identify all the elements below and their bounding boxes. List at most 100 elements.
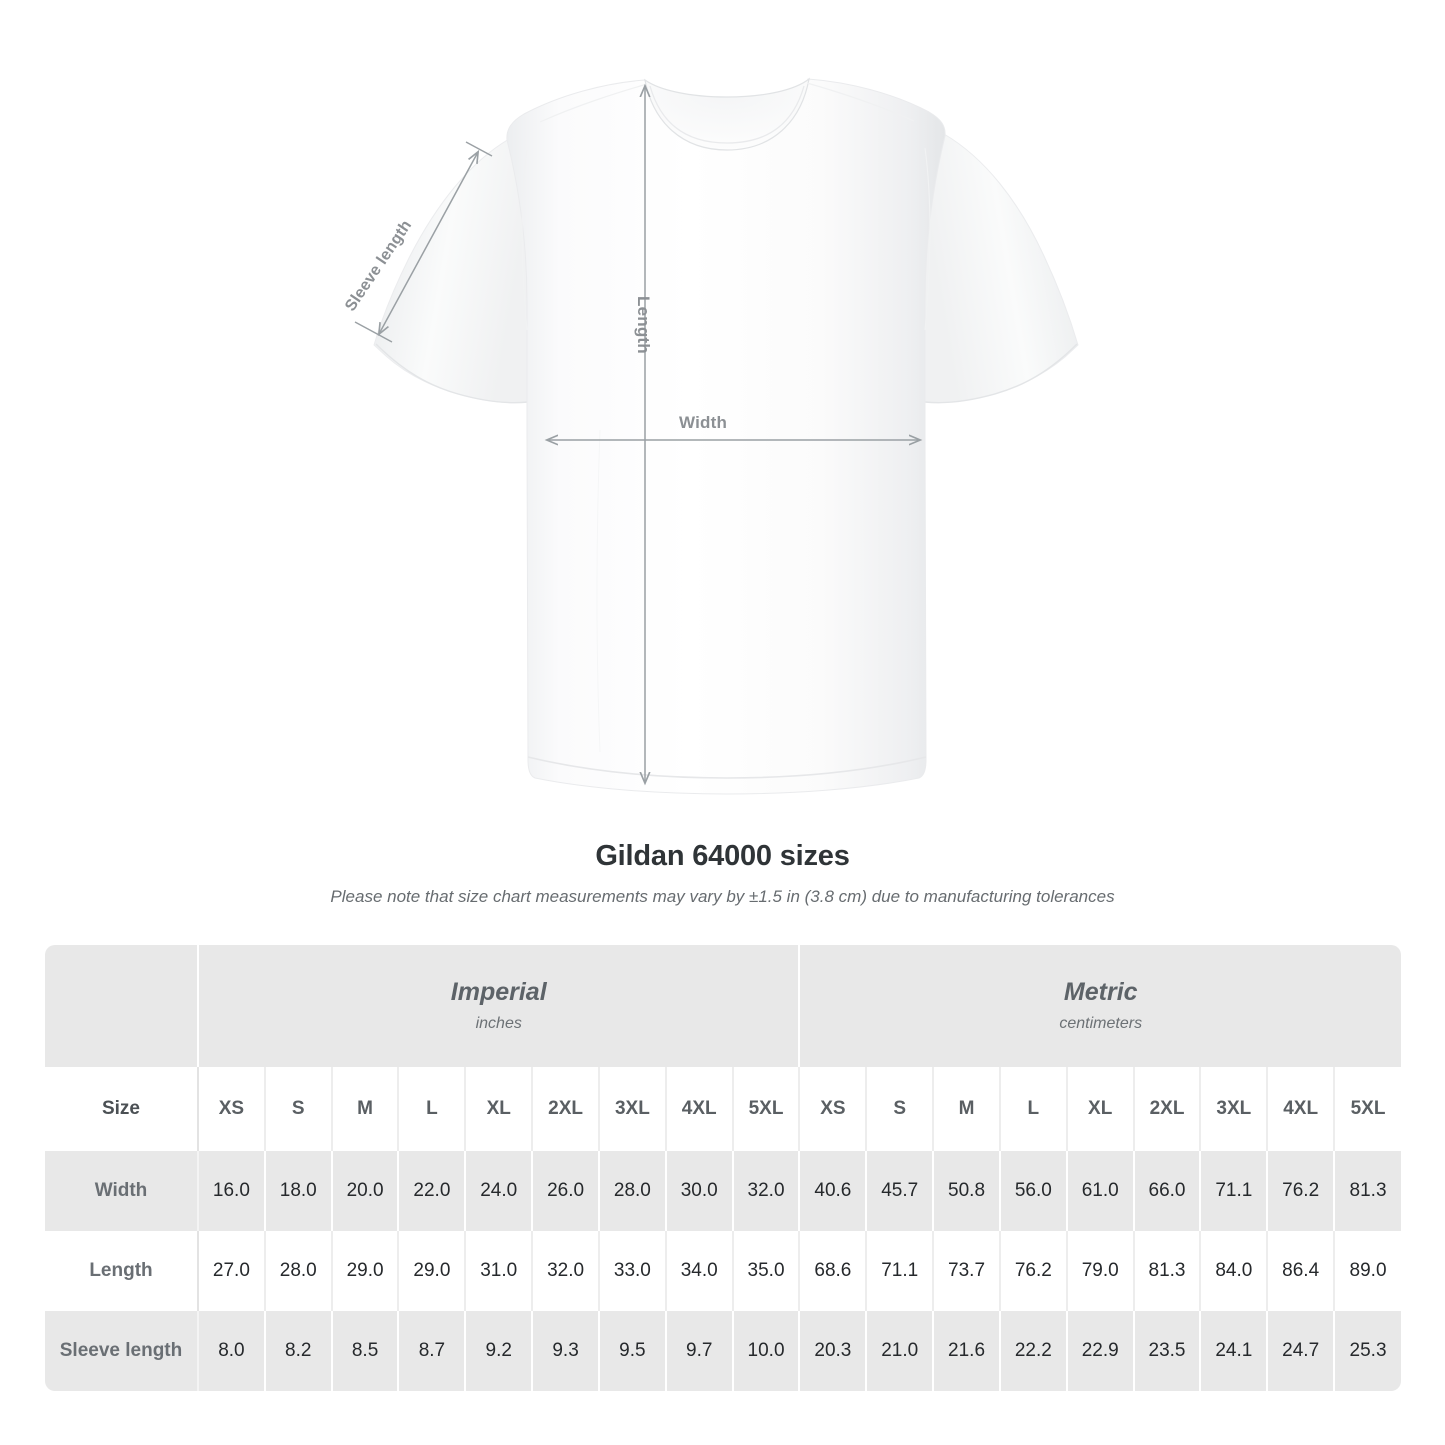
size-header-m-metric: M — [933, 1067, 1001, 1151]
cell-sleeve-length-5xl-metric: 25.3 — [1334, 1311, 1401, 1391]
size-header-s-imperial: S — [264, 1067, 333, 1151]
size-header-xs-metric: XS — [799, 1067, 868, 1151]
left-armhole-seam — [521, 149, 528, 331]
left-shoulder-seam — [539, 83, 648, 123]
cell-sleeve-length-xs-metric: 20.3 — [799, 1311, 868, 1391]
cell-width-xs-imperial: 16.0 — [198, 1151, 266, 1231]
cell-width-l-imperial: 22.0 — [398, 1151, 467, 1231]
size-table-container: Imperial inches Metric centimeters Size XS S M L… — [45, 945, 1401, 1391]
cell-sleeve-length-m-metric: 21.6 — [933, 1311, 1001, 1391]
right-shoulder-seam — [806, 82, 915, 122]
cell-length-xl-metric: 79.0 — [1066, 1231, 1135, 1311]
unit-banner-row: Imperial inches Metric centimeters — [45, 945, 1401, 1067]
cell-width-xs-metric: 40.6 — [799, 1151, 868, 1231]
cell-sleeve-length-2xl-metric: 23.5 — [1133, 1311, 1202, 1391]
size-header-5xl-imperial: 5XL — [732, 1067, 801, 1151]
size-header-3xl-metric: 3XL — [1200, 1067, 1269, 1151]
cell-width-4xl-imperial: 30.0 — [665, 1151, 734, 1231]
cell-length-3xl-imperial: 33.0 — [598, 1231, 667, 1311]
cell-width-l-metric: 56.0 — [999, 1151, 1068, 1231]
bottom-hem — [527, 756, 927, 779]
cell-sleeve-length-l-imperial: 8.7 — [398, 1311, 467, 1391]
cell-length-xs-imperial: 27.0 — [198, 1231, 266, 1311]
cell-width-xl-metric: 61.0 — [1066, 1151, 1135, 1231]
size-header-xl-metric: XL — [1066, 1067, 1135, 1151]
size-header-3xl-imperial: 3XL — [598, 1067, 667, 1151]
size-header-l-imperial: L — [398, 1067, 467, 1151]
cell-width-5xl-imperial: 32.0 — [732, 1151, 801, 1231]
sleeve-tick-top — [465, 141, 493, 157]
cell-width-3xl-metric: 71.1 — [1200, 1151, 1269, 1231]
cell-sleeve-length-3xl-metric: 24.1 — [1200, 1311, 1269, 1391]
size-header-5xl-metric: 5XL — [1334, 1067, 1401, 1151]
cell-length-2xl-metric: 81.3 — [1133, 1231, 1202, 1311]
table-row: Width 16.0 18.0 20.0 22.0 24.0 26.0 28.0 30.0 32.… — [45, 1151, 1401, 1231]
cell-sleeve-length-s-metric: 21.0 — [866, 1311, 935, 1391]
cell-length-4xl-imperial: 34.0 — [665, 1231, 734, 1311]
cell-width-2xl-imperial: 26.0 — [532, 1151, 600, 1231]
unit-block-title: Metric — [1063, 978, 1138, 1007]
tshirt-illustration — [354, 77, 1079, 795]
table-row: Sleeve length 8.0 8.2 8.5 8.7 9.2 9.3 9.5 9.7 10.… — [45, 1311, 1401, 1391]
fabric-fold-1 — [596, 429, 601, 753]
cell-width-4xl-metric: 76.2 — [1267, 1151, 1336, 1231]
unit-block-subtitle: centimeters — [1059, 1014, 1143, 1032]
cell-sleeve-length-4xl-imperial: 9.7 — [665, 1311, 734, 1391]
cell-width-xl-imperial: 24.0 — [465, 1151, 534, 1231]
cell-length-xs-metric: 68.6 — [799, 1231, 868, 1311]
cell-sleeve-length-l-metric: 22.2 — [999, 1311, 1068, 1391]
unit-block-subtitle: inches — [475, 1014, 522, 1032]
right-sleeve-hem — [924, 343, 1078, 404]
shirt-body — [506, 78, 946, 795]
size-header-m-imperial: M — [331, 1067, 400, 1151]
length-dimension-label: Length — [634, 296, 653, 354]
cell-width-2xl-metric: 66.0 — [1133, 1151, 1202, 1231]
width-dimension-label: Width — [679, 413, 728, 432]
size-column-header: Size — [45, 1067, 199, 1151]
cell-sleeve-length-4xl-metric: 24.7 — [1267, 1311, 1336, 1391]
cell-width-3xl-imperial: 28.0 — [598, 1151, 667, 1231]
size-header-4xl-metric: 4XL — [1267, 1067, 1336, 1151]
cell-width-m-imperial: 20.0 — [331, 1151, 400, 1231]
size-header-4xl-imperial: 4XL — [665, 1067, 734, 1151]
table-row: Length 27.0 28.0 29.0 29.0 31.0 32.0 33.0 34.0 35… — [45, 1231, 1401, 1311]
cell-length-l-metric: 76.2 — [999, 1231, 1068, 1311]
size-header-row: Size XS S M L XL 2XL 3XL 4XL 5XL XS S M L XL 2XL 3XL 4XL 5… — [45, 1067, 1401, 1151]
fabric-fold-2 — [859, 429, 864, 753]
cell-length-m-metric: 73.7 — [933, 1231, 1001, 1311]
collar-band — [644, 77, 810, 151]
size-header-s-metric: S — [866, 1067, 935, 1151]
cell-width-s-metric: 45.7 — [866, 1151, 935, 1231]
cell-length-m-imperial: 29.0 — [331, 1231, 400, 1311]
cell-sleeve-length-s-imperial: 8.2 — [264, 1311, 333, 1391]
row-label-width: Width — [45, 1151, 199, 1231]
unit-block-imperial: Imperial inches — [198, 945, 801, 1067]
cell-sleeve-length-2xl-imperial: 9.3 — [532, 1311, 600, 1391]
size-header-2xl-imperial: 2XL — [532, 1067, 600, 1151]
size-header-l-metric: L — [999, 1067, 1068, 1151]
cell-length-4xl-metric: 86.4 — [1267, 1231, 1336, 1311]
tshirt-diagram: Width Length Sleeve length — [342, 77, 1079, 795]
left-sleeve-hem — [375, 343, 529, 404]
size-header-2xl-metric: 2XL — [1133, 1067, 1202, 1151]
cell-sleeve-length-xl-imperial: 9.2 — [465, 1311, 534, 1391]
cell-sleeve-length-m-imperial: 8.5 — [331, 1311, 400, 1391]
row-label-length: Length — [45, 1231, 199, 1311]
cell-length-s-imperial: 28.0 — [264, 1231, 333, 1311]
cell-length-3xl-metric: 84.0 — [1200, 1231, 1269, 1311]
cell-width-s-imperial: 18.0 — [264, 1151, 333, 1231]
size-table: Imperial inches Metric centimeters Size XS S M L… — [45, 945, 1401, 1391]
row-label-sleeve-length: Sleeve length — [45, 1311, 199, 1391]
cell-sleeve-length-5xl-imperial: 10.0 — [732, 1311, 801, 1391]
cell-length-5xl-metric: 89.0 — [1334, 1231, 1401, 1311]
cell-length-l-imperial: 29.0 — [398, 1231, 467, 1311]
cell-sleeve-length-xs-imperial: 8.0 — [198, 1311, 266, 1391]
collar-inner-line — [649, 85, 805, 144]
cell-length-xl-imperial: 31.0 — [465, 1231, 534, 1311]
sleeve-dimension-arrow — [379, 152, 478, 334]
cell-length-2xl-imperial: 32.0 — [532, 1231, 600, 1311]
sleeve-tick-bottom — [354, 321, 393, 343]
cell-width-m-metric: 50.8 — [933, 1151, 1001, 1231]
cell-sleeve-length-xl-metric: 22.9 — [1066, 1311, 1135, 1391]
